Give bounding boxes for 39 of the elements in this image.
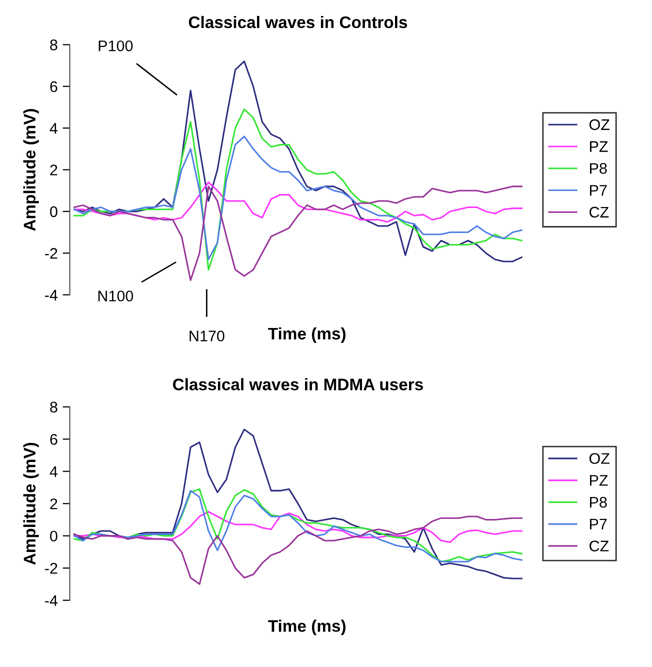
legend-label: P8 — [590, 163, 607, 174]
legend-label: P7 — [590, 185, 607, 196]
x-axis-title: Time (ms) — [268, 327, 346, 343]
legend-label: P7 — [590, 518, 607, 530]
legend-label: PZ — [590, 475, 608, 486]
line-series — [73, 510, 522, 544]
annotation: N100 — [98, 290, 134, 302]
y-tick-label: 8 — [50, 40, 58, 50]
y-tick-label: 6 — [50, 81, 58, 92]
y-tick-label: -2 — [45, 248, 58, 259]
legend-label: CZ — [590, 540, 609, 552]
legend-label: OZ — [589, 453, 610, 464]
y-tick-label: -4 — [45, 290, 58, 300]
y-tick-label: 2 — [50, 498, 58, 510]
y-tick-label: 0 — [50, 530, 58, 542]
y-tick-label: 4 — [50, 123, 58, 134]
y-tick-label: 6 — [50, 434, 58, 445]
y-tick-label: -2 — [45, 562, 58, 574]
x-axis-title: Time (ms) — [268, 620, 346, 636]
line-series — [73, 136, 522, 260]
line-series — [73, 186, 522, 281]
y-axis-title: Amplitude (mV) — [23, 442, 39, 565]
y-tick-label: 8 — [50, 402, 58, 413]
legend-label: P8 — [590, 496, 607, 508]
chart-title: Classical waves in Controls — [188, 16, 408, 28]
legend-label: OZ — [589, 119, 610, 130]
line-series — [73, 181, 522, 223]
y-tick-label: 4 — [50, 466, 58, 477]
text: N170 — [190, 330, 224, 342]
line-series — [73, 108, 522, 271]
legend-label: PZ — [590, 141, 608, 152]
legend-label: CZ — [590, 206, 609, 218]
annotation: P100 — [98, 40, 133, 52]
y-tick-label: 2 — [50, 164, 58, 176]
y-axis-title: Amplitude (mV) — [23, 109, 39, 231]
chart-title: Classical waves in MDMA users — [172, 378, 423, 390]
line-series — [73, 516, 522, 585]
y-tick-label: -4 — [45, 595, 58, 606]
y-tick-label: 0 — [50, 206, 58, 218]
